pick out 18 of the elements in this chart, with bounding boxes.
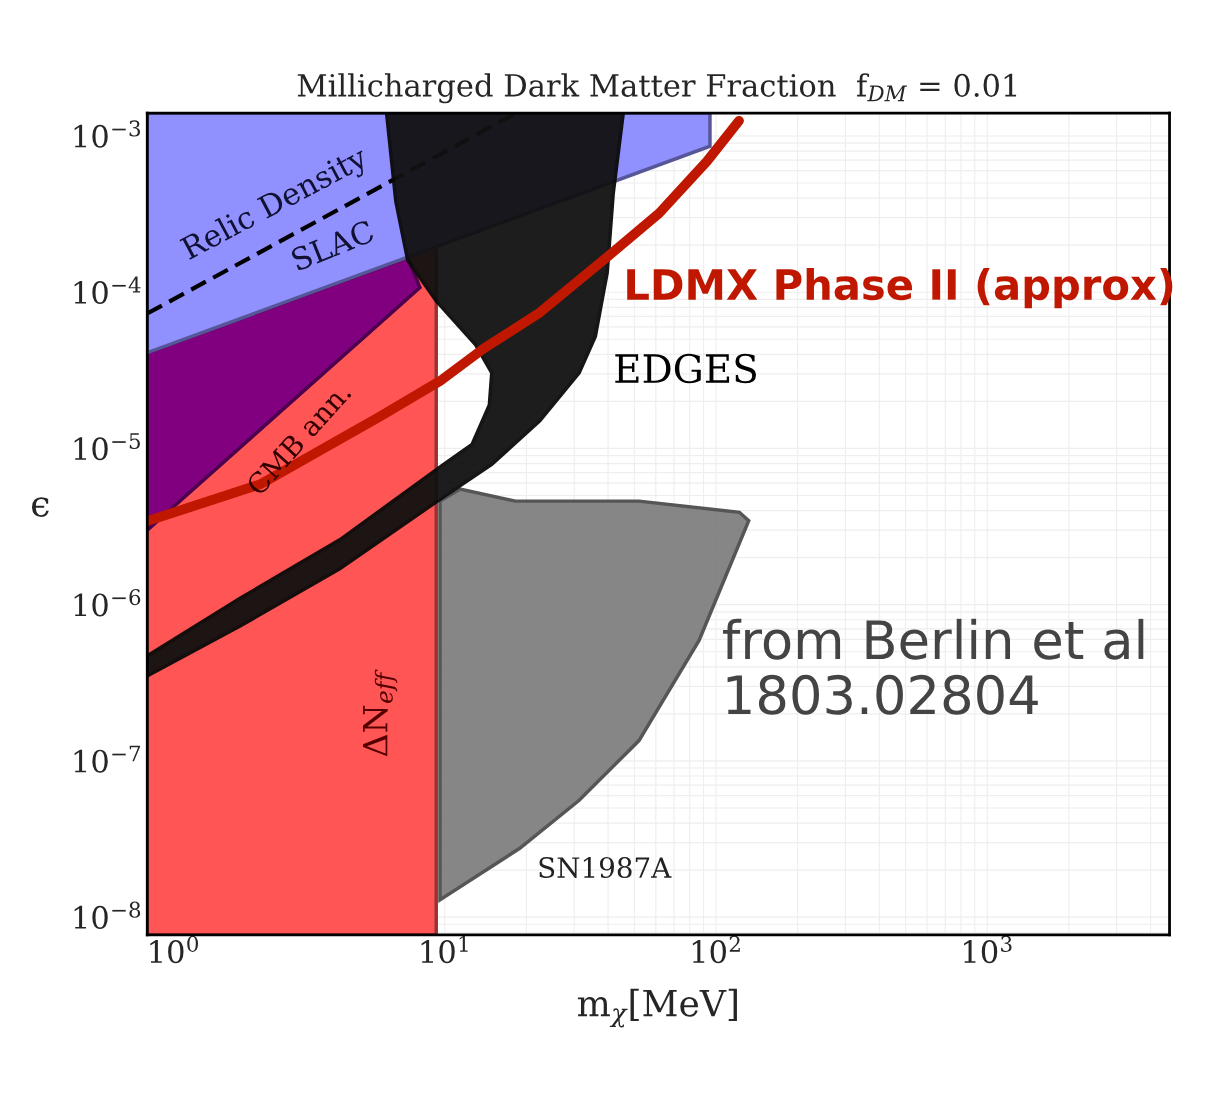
x-axis-title: m$_{χ}$[MeV] bbox=[577, 988, 737, 1028]
y-tick-label: 10$^{−8}$ bbox=[74, 901, 141, 929]
annotation: EDGES bbox=[615, 353, 756, 384]
x-tick-label: 10$^{2}$ bbox=[692, 935, 740, 964]
chart-title: Millicharged Dark Matter Fraction f$_{DM}$ = 0.01 bbox=[297, 73, 1017, 104]
x-tick-label: 10$^{3}$ bbox=[964, 935, 1012, 964]
y-tick-label: 10$^{−3}$ bbox=[74, 120, 140, 148]
y-tick-label: 10$^{−5}$ bbox=[74, 433, 140, 461]
annotation: ΔN$_{eff}$ bbox=[363, 669, 398, 757]
y-axis-title: ϵ bbox=[32, 497, 49, 518]
y-tick-label: 10$^{−6}$ bbox=[74, 589, 141, 617]
annotation: from Berlin et al 1803.02804 bbox=[722, 618, 1144, 715]
y-tick-label: 10$^{−4}$ bbox=[74, 276, 141, 305]
y-tick-label: 10$^{−7}$ bbox=[74, 745, 141, 773]
annotation: SN1987A bbox=[539, 857, 672, 879]
annotation: SLAC bbox=[290, 219, 376, 272]
x-tick-label: 10$^{0}$ bbox=[150, 935, 198, 964]
x-tick-label: 10$^{1}$ bbox=[421, 935, 468, 964]
